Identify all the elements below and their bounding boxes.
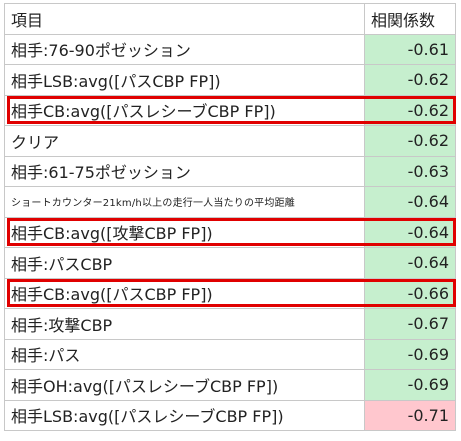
header-item-cell[interactable]: 項目 <box>4 3 365 35</box>
item-cell[interactable]: 相手OH:avg([パスレシーブCBP FP]) <box>4 369 365 401</box>
table-row: 相手LSB:avg([パスレシーブCBP FP]) -0.71 <box>4 399 456 431</box>
value-cell[interactable]: -0.64 <box>364 186 456 218</box>
correlation-sheet: 項目 相関係数 相手:76-90ポゼッション -0.61 相手LSB:avg([… <box>4 3 456 431</box>
table-row: 相手:76-90ポゼッション -0.61 <box>4 33 456 65</box>
value-cell[interactable]: -0.62 <box>364 94 456 126</box>
header-value-cell[interactable]: 相関係数 <box>364 3 456 35</box>
value-cell[interactable]: -0.67 <box>364 308 456 340</box>
table-row-highlighted: 相手CB:avg([攻撃CBP FP]) -0.64 <box>4 216 456 248</box>
item-cell[interactable]: ショートカウンター21km/h以上の走行一人当たりの平均距離 <box>4 186 365 218</box>
value-cell[interactable]: -0.64 <box>364 216 456 248</box>
item-cell[interactable]: 相手:76-90ポゼッション <box>4 33 365 65</box>
value-cell[interactable]: -0.64 <box>364 247 456 279</box>
table-row: ショートカウンター21km/h以上の走行一人当たりの平均距離 -0.64 <box>4 186 456 218</box>
table-row: 相手:パスCBP -0.64 <box>4 247 456 279</box>
table-row: 相手:パス -0.69 <box>4 338 456 370</box>
item-cell[interactable]: 相手:パスCBP <box>4 247 365 279</box>
value-cell[interactable]: -0.69 <box>364 369 456 401</box>
correlation-table: 項目 相関係数 相手:76-90ポゼッション -0.61 相手LSB:avg([… <box>4 3 456 431</box>
value-cell[interactable]: -0.62 <box>364 64 456 96</box>
table-body: 相手:76-90ポゼッション -0.61 相手LSB:avg([パスCBP FP… <box>4 33 456 431</box>
item-cell[interactable]: 相手CB:avg([攻撃CBP FP]) <box>4 216 365 248</box>
value-cell[interactable]: -0.69 <box>364 338 456 370</box>
value-cell[interactable]: -0.63 <box>364 155 456 187</box>
item-cell[interactable]: 相手LSB:avg([パスCBP FP]) <box>4 64 365 96</box>
item-cell[interactable]: 相手:パス <box>4 338 365 370</box>
value-cell[interactable]: -0.62 <box>364 125 456 157</box>
item-cell[interactable]: 相手:攻撃CBP <box>4 308 365 340</box>
table-row-highlighted: 相手CB:avg([パスCBP FP]) -0.66 <box>4 277 456 309</box>
item-cell[interactable]: 相手LSB:avg([パスレシーブCBP FP]) <box>4 399 365 431</box>
item-cell[interactable]: 相手CB:avg([パスCBP FP]) <box>4 277 365 309</box>
table-row: 相手:攻撃CBP -0.67 <box>4 308 456 340</box>
table-row: 相手:61-75ポゼッション -0.63 <box>4 155 456 187</box>
value-cell[interactable]: -0.71 <box>364 399 456 431</box>
item-cell[interactable]: 相手:61-75ポゼッション <box>4 155 365 187</box>
table-row: 相手OH:avg([パスレシーブCBP FP]) -0.69 <box>4 369 456 401</box>
header-row: 項目 相関係数 <box>4 3 456 35</box>
table-row-highlighted: 相手CB:avg([パスレシーブCBP FP]) -0.62 <box>4 94 456 126</box>
table-row: クリア -0.62 <box>4 125 456 157</box>
item-cell[interactable]: クリア <box>4 125 365 157</box>
item-cell[interactable]: 相手CB:avg([パスレシーブCBP FP]) <box>4 94 365 126</box>
table-row: 相手LSB:avg([パスCBP FP]) -0.62 <box>4 64 456 96</box>
value-cell[interactable]: -0.66 <box>364 277 456 309</box>
value-cell[interactable]: -0.61 <box>364 33 456 65</box>
